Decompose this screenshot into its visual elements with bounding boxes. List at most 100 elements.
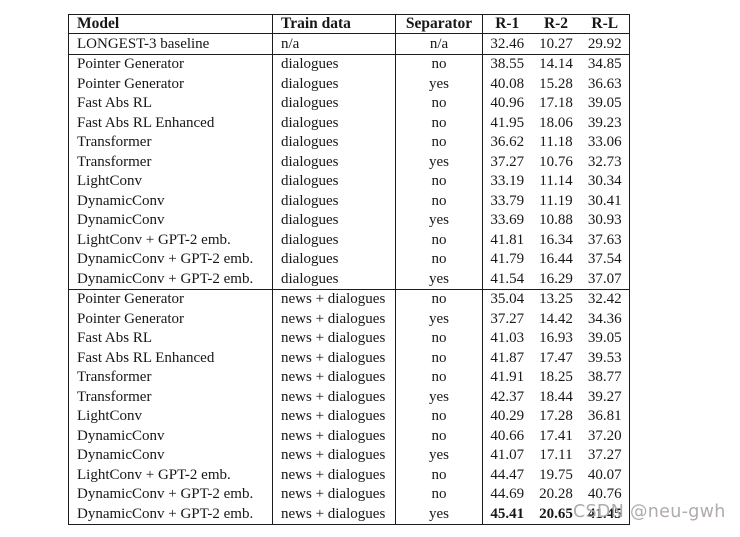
separator-cell: no: [395, 113, 483, 133]
model-cell: Fast Abs RL: [77, 95, 153, 112]
model-cell: DynamicConv + GPT-2 emb.: [77, 270, 254, 287]
separator-cell: no: [395, 249, 483, 270]
model-cell: Pointer Generator: [77, 310, 185, 327]
rouge-2-cell: 14.14: [531, 53, 581, 75]
rouge-1-cell: 41.81: [482, 230, 532, 250]
separator-cell: yes: [395, 152, 483, 172]
rouge-l-cell: 39.27: [587, 388, 622, 405]
model-cell: DynamicConv: [77, 192, 165, 209]
rouge-l-cell: 33.06: [587, 134, 622, 151]
header-train-data: Train data: [272, 14, 396, 34]
table-row: Transformer news + dialogues no 41.91 18…: [69, 367, 630, 388]
separator-cell: no: [395, 348, 483, 368]
separator-cell: no: [395, 328, 483, 349]
rouge-1-cell: 41.95: [482, 113, 532, 133]
table-header-row: Model Train data Separator R-1 R-2 R-L: [68, 14, 630, 34]
header-rouge-l: R-L: [580, 14, 630, 34]
separator-cell: no: [395, 93, 483, 114]
rouge-1-cell: 44.69: [482, 484, 532, 505]
rouge-l-cell: 32.42: [580, 288, 630, 310]
rouge-1-cell: 41.79: [482, 249, 532, 270]
train-data-cell: news + dialogues: [272, 406, 396, 427]
header-model: Model: [68, 14, 273, 34]
rouge-1-cell: 33.79: [482, 191, 532, 211]
table-row: DynamicConv dialogues no 33.79 11.19 30.…: [69, 191, 630, 211]
table-row: DynamicConv news + dialogues no 40.66 17…: [69, 426, 630, 446]
separator-cell: no: [395, 171, 483, 192]
rouge-l-cell: 37.20: [587, 427, 622, 444]
train-data-cell: news + dialogues: [272, 309, 396, 329]
separator-cell: no: [395, 53, 483, 75]
rouge-2-cell: 20.65: [539, 506, 573, 523]
model-cell: LightConv + GPT-2 emb.: [77, 231, 231, 248]
separator-cell: no: [395, 465, 483, 485]
rouge-l-cell: 32.73: [587, 153, 622, 170]
separator-cell: n/a: [395, 33, 483, 55]
rouge-1-cell: 40.29: [482, 406, 532, 427]
rouge-1-cell: 42.37: [482, 387, 532, 407]
table-row: DynamicConv news + dialogues yes 41.07 1…: [69, 445, 630, 466]
separator-cell: no: [395, 288, 483, 310]
rouge-1-cell: 40.96: [482, 93, 532, 114]
model-cell: Fast Abs RL: [77, 330, 153, 347]
rouge-2-cell: 19.75: [539, 466, 573, 483]
rouge-1-cell: 45.41: [482, 504, 532, 525]
rouge-2-cell: 17.47: [539, 349, 573, 366]
rouge-2-cell: 10.88: [539, 212, 573, 229]
rouge-2-cell: 11.14: [539, 173, 573, 190]
table-row: DynamicConv dialogues yes 33.69 10.88 30…: [69, 210, 630, 231]
model-cell: DynamicConv + GPT-2 emb.: [77, 506, 254, 523]
table-row: Pointer Generator news + dialogues no 35…: [68, 288, 630, 310]
rouge-1-cell: 37.27: [482, 309, 532, 329]
model-cell: Transformer: [77, 369, 152, 386]
rouge-l-cell: 30.34: [587, 173, 622, 190]
rouge-1-cell: 41.03: [482, 328, 532, 349]
separator-cell: no: [395, 406, 483, 427]
rouge-1-cell: 37.27: [482, 152, 532, 172]
separator-cell: no: [395, 484, 483, 505]
train-data-cell: news + dialogues: [272, 328, 396, 349]
table-row: Fast Abs RL news + dialogues no 41.03 16…: [69, 328, 630, 349]
header-separator: Separator: [395, 14, 483, 34]
rouge-2-cell: 11.18: [539, 134, 573, 151]
rouge-l-cell: 40.76: [587, 486, 622, 503]
rouge-l-cell: 30.93: [587, 212, 622, 229]
table-row: Fast Abs RL Enhanced dialogues no 41.95 …: [69, 113, 630, 133]
separator-cell: no: [395, 426, 483, 446]
train-data-cell: news + dialogues: [272, 367, 396, 388]
rouge-2-cell: 16.34: [539, 231, 573, 248]
rouge-1-cell: 32.46: [482, 33, 532, 55]
rouge-1-cell: 33.69: [482, 210, 532, 231]
rouge-1-cell: 41.07: [482, 445, 532, 466]
rouge-l-cell: 36.63: [587, 75, 622, 92]
train-data-cell: dialogues: [272, 152, 396, 172]
separator-cell: yes: [395, 74, 483, 94]
rouge-2-cell: 16.29: [539, 270, 573, 287]
model-cell: Pointer Generator: [77, 75, 185, 92]
table-row: DynamicConv + GPT-2 emb. dialogues yes 4…: [69, 269, 630, 290]
table-row: Pointer Generator dialogues yes 40.08 15…: [69, 74, 630, 94]
rouge-2-cell: 17.11: [539, 447, 573, 464]
rouge-1-cell: 41.54: [482, 269, 532, 290]
separator-cell: yes: [395, 269, 483, 290]
train-data-cell: dialogues: [272, 93, 396, 114]
separator-cell: yes: [395, 445, 483, 466]
header-rouge-2: R-2: [531, 14, 581, 34]
train-data-cell: dialogues: [272, 74, 396, 94]
train-data-cell: news + dialogues: [272, 465, 396, 485]
train-data-cell: news + dialogues: [272, 288, 396, 310]
rouge-2-cell: 20.28: [539, 486, 573, 503]
model-cell: DynamicConv + GPT-2 emb.: [77, 486, 254, 503]
model-cell: DynamicConv: [77, 212, 165, 229]
rouge-1-cell: 35.04: [482, 288, 532, 310]
table-row: Transformer dialogues yes 37.27 10.76 32…: [69, 152, 630, 172]
model-cell: LightConv: [77, 173, 143, 190]
table-body: LONGEST-3 baseline n/a n/a 32.46 10.27 2…: [68, 33, 630, 525]
rouge-l-cell: 39.05: [587, 95, 622, 112]
table-row: LightConv news + dialogues no 40.29 17.2…: [69, 406, 630, 427]
rouge-l-cell: 36.81: [587, 408, 622, 425]
model-cell: Fast Abs RL Enhanced: [77, 349, 215, 366]
separator-cell: yes: [395, 387, 483, 407]
rouge-2-cell: 13.25: [531, 288, 581, 310]
